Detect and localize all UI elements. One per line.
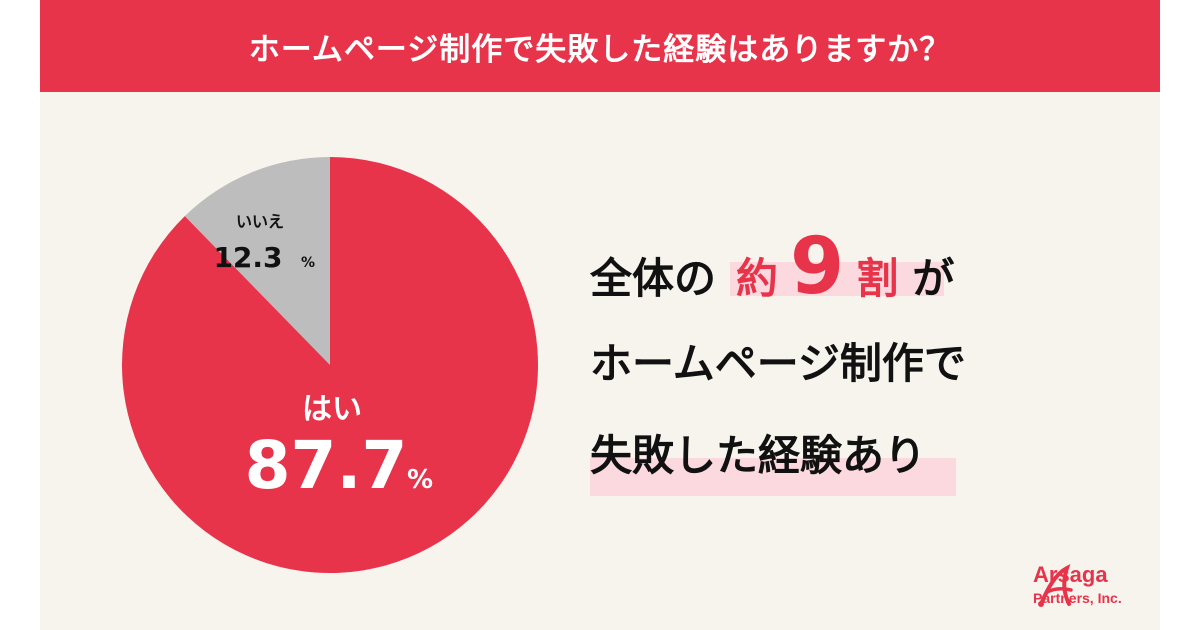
highlight-bar-2 — [590, 458, 956, 496]
message-unit: 割 — [856, 254, 899, 303]
logo-subtitle: Partners, Inc. — [1033, 590, 1122, 606]
message-prefix: 全体の — [590, 254, 717, 303]
pie-slice-iie — [184, 157, 330, 365]
logo-name: Arsaga — [1033, 562, 1108, 587]
message-line-3: 失敗した経験あり — [590, 431, 927, 480]
slice-unit-hai: % — [407, 465, 433, 495]
page-title: ホームページ制作で失敗した経験はありますか？ — [248, 31, 952, 68]
message-line-1: 全体の 約 9 割 が — [590, 222, 954, 312]
arsaga-logo-icon — [1038, 564, 1073, 607]
message-approx: 約 — [736, 254, 779, 303]
pie-slice-hai — [122, 157, 538, 573]
slice-label-hai: はい — [302, 392, 362, 427]
slice-label-iie: いいえ — [236, 212, 284, 231]
slice-value-iie: 12.3 — [213, 241, 282, 274]
highlight-bar-1 — [730, 262, 944, 296]
message-number: 9 — [790, 222, 845, 312]
slice-unit-iie: % — [301, 255, 315, 271]
header-banner: ホームページ制作で失敗した経験はありますか？ — [40, 0, 1160, 92]
message-suffix: が — [912, 254, 955, 303]
slice-value-hai: 87.7 — [245, 427, 408, 504]
message-line-2: ホームページ制作で — [590, 339, 966, 388]
